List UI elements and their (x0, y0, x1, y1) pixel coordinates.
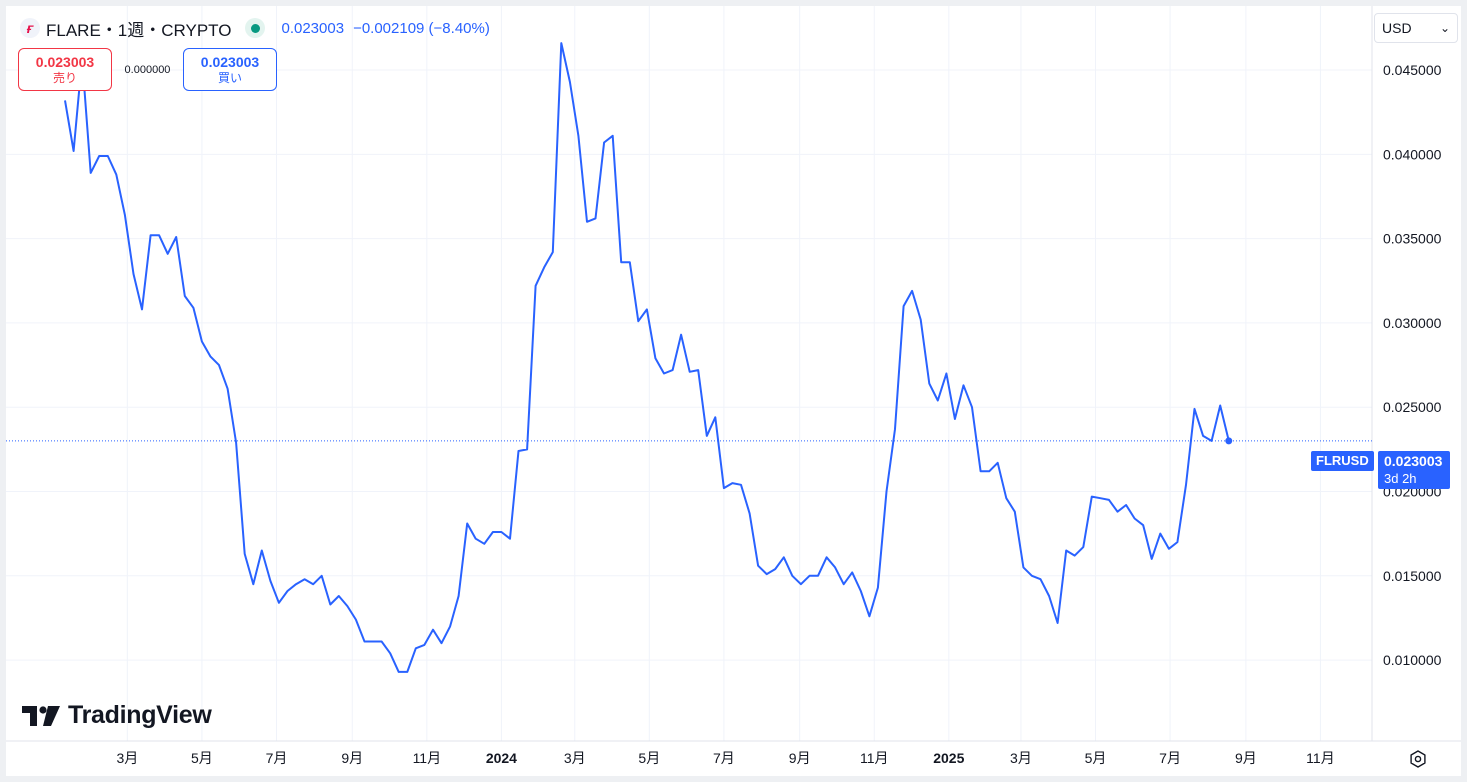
x-tick-label: 11月 (860, 750, 889, 766)
time-axis[interactable]: 3月 5月 7月 9月 11月 2024 3月 5月 7月 9月 11月 2025 3月 5月 7月 9月 11… (116, 750, 1334, 766)
x-tick-label: 9月 (341, 750, 363, 766)
x-tick-label: 7月 (1159, 750, 1181, 766)
trade-buttons: 0.023003 売り 0.000000 0.023003 買い (18, 48, 277, 91)
x-tick-label: 7月 (266, 750, 288, 766)
spread-value: 0.000000 (124, 63, 171, 76)
tradingview-logo[interactable]: TradingView (22, 701, 212, 730)
legend-change: −0.002109 (−8.40%) (353, 19, 490, 37)
y-tick-label: 0.025000 (1383, 399, 1442, 415)
market-open-dot-icon[interactable] (245, 18, 266, 38)
x-tick-label: 2025 (933, 750, 964, 766)
y-tick-label: 0.010000 (1383, 652, 1442, 668)
gear-icon[interactable] (1405, 746, 1431, 772)
last-price-dot (1225, 437, 1233, 445)
x-tick-label: 9月 (789, 750, 811, 766)
buy-label: 買い (217, 70, 242, 85)
x-tick-label: 5月 (638, 750, 660, 766)
price-axis[interactable]: 0.0100000.0150000.0200000.0250000.030000… (1383, 62, 1442, 668)
y-tick-label: 0.045000 (1383, 62, 1442, 78)
y-tick-label: 0.030000 (1383, 315, 1442, 331)
x-tick-label: 11月 (413, 750, 442, 766)
price-series-line (64, 42, 1230, 673)
sell-label: 売り (52, 70, 77, 85)
sell-price: 0.023003 (35, 53, 95, 70)
buy-price: 0.023003 (200, 53, 260, 70)
x-tick-label: 7月 (713, 750, 735, 766)
chevron-down-icon: ⌄ (1439, 21, 1450, 35)
last-price-value: 0.023003 (1384, 453, 1443, 469)
tradingview-logo-icon (22, 705, 60, 726)
x-tick-label: 3月 (564, 750, 586, 766)
y-tick-label: 0.015000 (1383, 568, 1442, 584)
symbol-price-tag: FLRUSD (1311, 451, 1374, 471)
last-price-tag: 0.023003 3d 2h (1378, 451, 1450, 489)
chart-legend: ғ FLARE・1週・CRYPTO 0.023003 −0.002109 (−8… (20, 16, 499, 40)
legend-price: 0.023003 (281, 19, 345, 37)
tradingview-logo-text: TradingView (68, 701, 212, 729)
bar-countdown: 3d 2h (1384, 471, 1417, 486)
currency-select[interactable]: USD ⌄ (1374, 13, 1458, 43)
flare-logo-icon: ғ (20, 18, 40, 38)
symbol-title[interactable]: FLARE・1週・CRYPTO (46, 20, 232, 40)
x-tick-label: 11月 (1306, 750, 1335, 766)
x-tick-label: 9月 (1235, 750, 1257, 766)
x-tick-label: 3月 (116, 750, 138, 766)
currency-value: USD (1382, 20, 1412, 36)
y-tick-label: 0.040000 (1383, 146, 1442, 162)
grid (6, 6, 1372, 741)
buy-button[interactable]: 0.023003 買い (183, 48, 277, 91)
x-tick-label: 3月 (1010, 750, 1032, 766)
sell-button[interactable]: 0.023003 売り (18, 48, 112, 91)
y-tick-label: 0.035000 (1383, 231, 1442, 247)
x-tick-label: 5月 (1085, 750, 1107, 766)
x-tick-label: 5月 (191, 750, 213, 766)
x-tick-label: 2024 (486, 750, 517, 766)
